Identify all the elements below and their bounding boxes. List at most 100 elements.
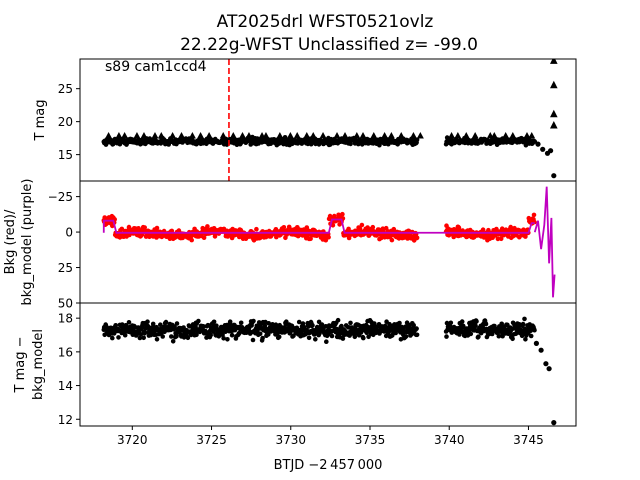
upper-limit-marker — [133, 131, 141, 139]
corrected-point — [316, 319, 322, 325]
corrected-point — [262, 323, 268, 328]
corrected-point — [510, 336, 515, 342]
tmag-point — [282, 135, 288, 140]
bkg-point — [495, 236, 501, 242]
tmag-point — [348, 141, 353, 147]
corrected-point — [414, 332, 420, 338]
bkg-point — [414, 235, 420, 240]
bkg-point — [391, 226, 397, 232]
bkg-point — [340, 211, 345, 217]
y-tick-label: 20 — [58, 115, 73, 129]
corrected-point — [170, 339, 176, 344]
corrected-point — [313, 337, 318, 342]
upper-limit-marker — [370, 131, 378, 139]
tmag-late-point — [540, 146, 546, 152]
upper-limit-marker — [353, 131, 361, 139]
corrected-point — [196, 318, 201, 324]
upper-limit-marker — [509, 131, 517, 139]
corrected-point — [444, 334, 449, 339]
bkg-point — [176, 228, 182, 233]
corrected-point — [310, 323, 315, 328]
bkg-point — [281, 225, 287, 230]
corrected-point — [142, 330, 147, 336]
corrected-point — [532, 327, 537, 333]
upper-limit-marker — [454, 131, 462, 139]
y-tick-label: 25 — [58, 261, 73, 275]
corrected-point — [110, 335, 115, 341]
upper-limit-marker — [471, 131, 479, 139]
bkg-point — [189, 237, 194, 243]
upper-limit-marker — [151, 131, 159, 139]
corrected-late-point — [551, 420, 557, 426]
upper-limit-marker — [333, 131, 341, 139]
upper-limit-marker — [409, 131, 417, 139]
corrected-point — [306, 335, 312, 341]
corrected-point — [474, 319, 479, 324]
bkg-point — [212, 234, 218, 239]
corrected-point — [221, 336, 226, 341]
x-tick-label: 3720 — [117, 433, 148, 447]
corrected-point — [257, 331, 263, 337]
corrected-point — [137, 335, 143, 341]
corrected-point — [194, 332, 199, 338]
upper-limit-marker — [239, 131, 247, 139]
upper-limit-marker — [245, 131, 253, 139]
upper-limit-marker — [550, 120, 558, 129]
corrected-point — [403, 334, 409, 339]
upper-limit-marker — [550, 59, 558, 64]
corrected-point — [145, 319, 150, 325]
upper-limit-marker — [105, 131, 113, 139]
corrected-point — [227, 319, 233, 325]
upper-limit-marker — [319, 131, 327, 139]
corrected-point — [225, 337, 230, 342]
upper-limit-marker — [303, 131, 311, 139]
bkg-point — [201, 235, 207, 240]
corrected-point — [172, 324, 177, 330]
y-axis-label-line2: bkg_model (purple) — [20, 179, 35, 306]
bkg-point — [119, 226, 125, 232]
upper-limit-marker — [276, 131, 284, 139]
corrected-point — [319, 322, 325, 327]
corrected-point — [126, 320, 132, 325]
corrected-point — [201, 324, 206, 329]
corrected-point — [339, 323, 344, 329]
tmag-points — [101, 59, 558, 179]
upper-limit-marker — [397, 131, 405, 139]
corrected-point — [473, 323, 478, 328]
corrected-point — [158, 322, 163, 328]
upper-limit-marker — [205, 131, 213, 139]
corrected-points — [101, 316, 557, 426]
upper-limit-marker — [229, 131, 237, 139]
upper-limit-marker — [523, 131, 531, 139]
bkg-point — [154, 225, 160, 231]
corrected-point — [476, 334, 481, 340]
x-axis: 3720 3725 3730 3735 3740 3745 — [117, 426, 544, 447]
y-tick-label: 18 — [58, 312, 73, 326]
corrected-point — [329, 333, 335, 339]
panel-frame — [79, 58, 577, 182]
y-tick-label: 12 — [58, 413, 73, 427]
chart-title-line2: 22.22g-WFST Unclassified z= -99.0 — [180, 35, 478, 55]
corrected-point — [229, 332, 235, 338]
corrected-point — [459, 319, 465, 324]
corrected-point — [169, 334, 174, 339]
corrected-point — [250, 337, 256, 343]
upper-limit-marker — [462, 131, 470, 139]
y-tick-label: 0 — [65, 226, 73, 240]
upper-limit-marker — [550, 109, 558, 118]
bkg-model-line — [102, 186, 556, 298]
tmag-late-point — [551, 173, 557, 179]
bkg-point — [359, 222, 365, 228]
corrected-point — [483, 321, 489, 327]
y-tick-label: 14 — [58, 379, 73, 393]
x-tick-label: 3740 — [434, 433, 465, 447]
corrected-point — [122, 332, 128, 338]
background-panel: −25 0 25 50 Bkg (red)/bkg_model (purple) — [3, 179, 577, 311]
corrected-point — [522, 316, 527, 322]
bkg-point — [531, 212, 537, 218]
x-tick-label: 3730 — [275, 433, 306, 447]
upper-limit-marker — [157, 131, 165, 139]
corrected-point — [163, 319, 169, 325]
bkg-point — [389, 237, 395, 243]
